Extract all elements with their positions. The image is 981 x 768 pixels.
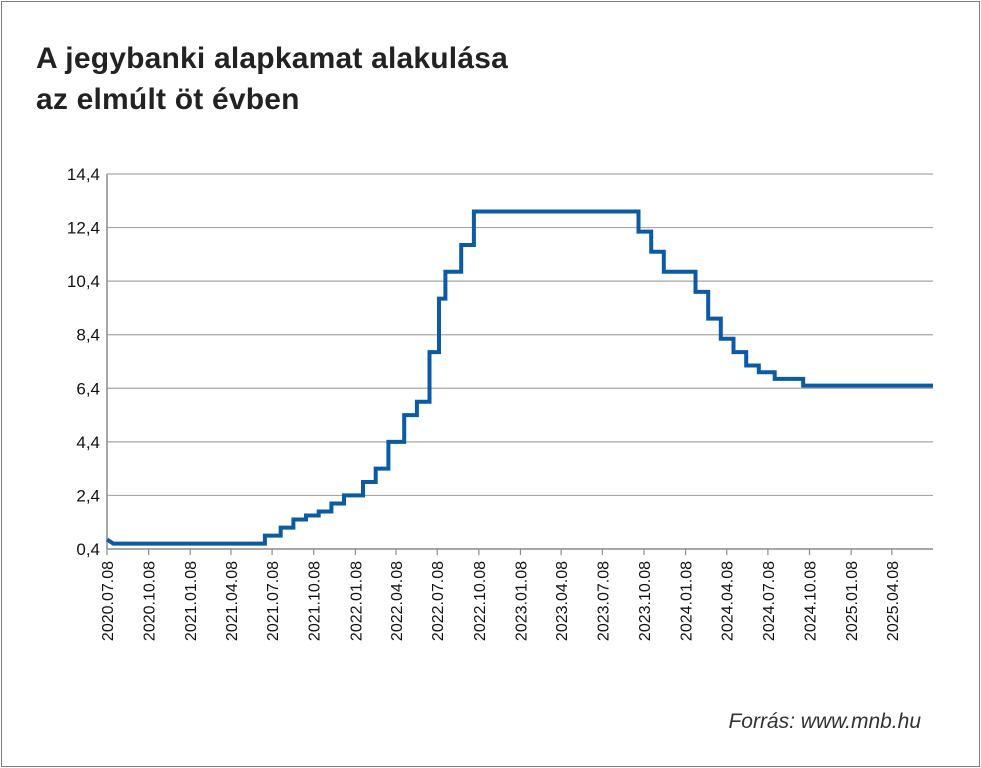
x-tick-label: 2021.10.08 [307, 561, 324, 641]
y-tick-label: 14,4 [67, 165, 100, 184]
y-tick-label: 2,4 [76, 486, 100, 505]
x-tick-label: 2020.10.08 [142, 561, 159, 641]
series-line-alapkamat [105, 209, 933, 546]
x-tick-label: 2021.07.08 [265, 561, 282, 641]
y-tick-label: 0,4 [76, 540, 100, 559]
x-tick-label: 2024.04.08 [720, 561, 737, 641]
x-tick-label: 2024.07.08 [761, 561, 778, 641]
source-note: Forrás: www.mnb.hu [728, 710, 921, 733]
y-tick-label: 10,4 [67, 272, 100, 291]
x-tick-label: 2023.07.08 [595, 561, 612, 641]
chart-title: A jegybanki alapkamat alakulása az elmúl… [36, 38, 508, 120]
x-tick-label: 2022.10.08 [472, 561, 489, 641]
x-tick-label: 2022.04.08 [389, 561, 406, 641]
x-tick-label: 2025.01.08 [844, 561, 861, 641]
x-tick-label: 2024.01.08 [679, 561, 696, 641]
y-tick-label: 12,4 [67, 219, 100, 238]
x-tick-label: 2022.01.08 [348, 561, 365, 641]
x-tick-label: 2021.01.08 [183, 561, 200, 641]
y-tick-label: 8,4 [76, 326, 100, 345]
x-tick-label: 2025.04.08 [885, 561, 902, 641]
x-tick-label: 2022.07.08 [430, 561, 447, 641]
y-tick-label: 4,4 [76, 433, 100, 452]
x-tick-label: 2023.10.08 [637, 561, 654, 641]
chart-title-line-2: az elmúlt öt évben [36, 83, 300, 116]
x-tick-label: 2021.04.08 [224, 561, 241, 641]
y-tick-label: 6,4 [76, 379, 100, 398]
x-tick-label: 2024.10.08 [803, 561, 820, 641]
x-tick-label: 2023.04.08 [554, 561, 571, 641]
x-tick-label: 2020.07.08 [100, 561, 117, 641]
x-tick-label: 2023.01.08 [513, 561, 530, 641]
chart-title-line-1: A jegybanki alapkamat alakulása [36, 42, 508, 75]
